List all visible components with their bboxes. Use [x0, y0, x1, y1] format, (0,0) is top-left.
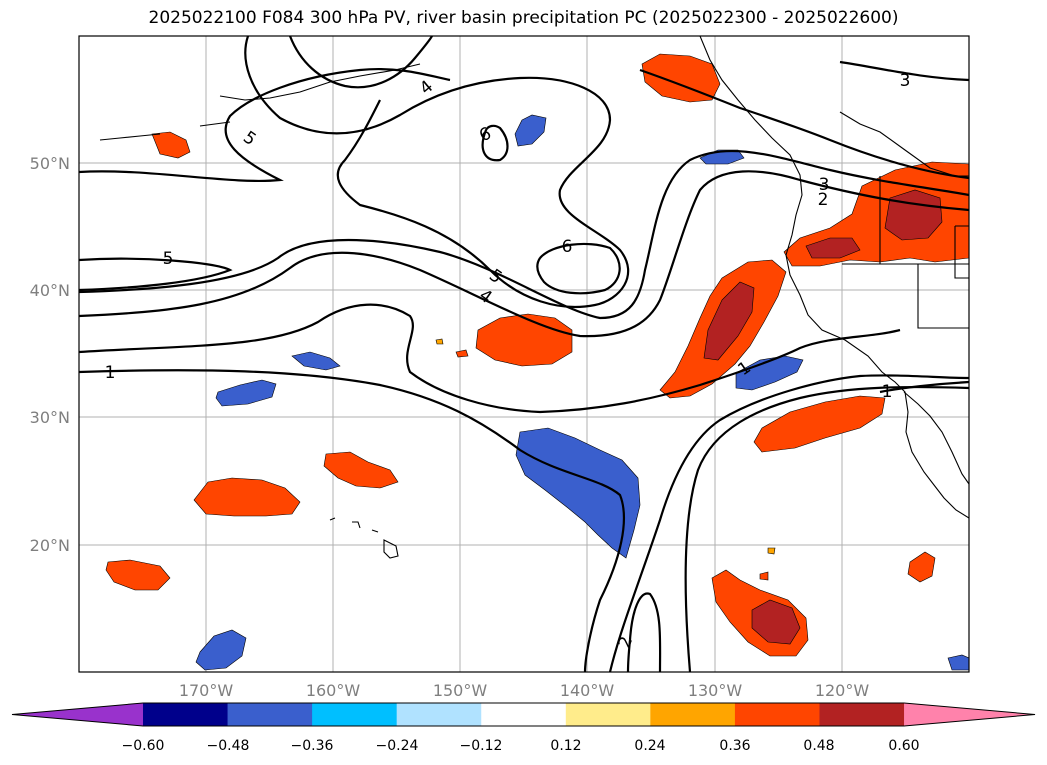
colorbar-tick: −0.24: [376, 738, 419, 754]
contour-label: 3: [819, 175, 830, 195]
negative-region: [195, 629, 247, 671]
negative-region: [515, 427, 641, 559]
positive-region: [751, 599, 801, 645]
colorbar-tick: 0.60: [888, 738, 919, 754]
colorbar-bin: [481, 703, 567, 726]
pv-contour: [839, 60, 969, 82]
pv-contour: [79, 257, 233, 292]
pv-contour: [684, 385, 969, 672]
positive-region: [805, 237, 861, 259]
colorbar-tick: −0.12: [460, 738, 503, 754]
positive-region: [767, 547, 776, 555]
positive-region: [193, 477, 301, 517]
pv-contour: [244, 36, 630, 309]
map-title: 2025022100 F084 300 hPa PV, river basin …: [148, 8, 899, 28]
colorbar-bin: [143, 703, 229, 726]
pv-contour: [288, 36, 433, 89]
negative-region: [291, 351, 341, 371]
colorbar-tick: −0.60: [122, 738, 165, 754]
colorbar-bin: [312, 703, 398, 726]
colorbar-bin: [396, 703, 482, 726]
contour-label: 1: [105, 363, 116, 383]
contour-label: 3: [900, 71, 911, 91]
colorbar-ticks: −0.60 −0.48 −0.36 −0.24 −0.12 0.12 0.24 …: [122, 738, 920, 754]
positive-region: [753, 395, 886, 453]
pv-contour: [608, 374, 969, 672]
lat-tick: 50°N: [30, 154, 70, 173]
colorbar-outline: [11, 702, 1036, 727]
lat-tick: 30°N: [30, 408, 70, 427]
pv-contour: [536, 242, 621, 295]
colorbar-bin: [227, 703, 313, 726]
positive-region: [323, 451, 399, 489]
negative-pc-regions: [195, 114, 969, 671]
colorbar-tick: 0.24: [634, 738, 665, 754]
contour-label: 1: [882, 382, 893, 402]
negative-region: [735, 355, 804, 391]
contour-label: 5: [163, 249, 174, 269]
latitude-ticks: 50°N 40°N 30°N 20°N: [30, 154, 70, 555]
lon-tick: 170°W: [179, 681, 234, 700]
negative-region: [947, 654, 969, 671]
colorbar-tick: 0.12: [550, 738, 581, 754]
colorbar-tick: −0.36: [291, 738, 334, 754]
longitude-ticks: 170°W 160°W 150°W 140°W 130°W 120°W: [179, 681, 870, 700]
positive-region: [759, 571, 769, 581]
pv-contour: [79, 149, 969, 320]
pv-contour: [879, 380, 969, 394]
positive-region: [105, 559, 171, 591]
colorbar-bin: [819, 703, 905, 726]
positive-region: [151, 131, 191, 159]
positive-region: [435, 338, 444, 345]
lon-tick: 160°W: [306, 681, 361, 700]
positive-region: [641, 53, 721, 103]
positive-region: [907, 551, 936, 583]
lat-tick: 20°N: [30, 536, 70, 555]
lon-tick: 150°W: [433, 681, 488, 700]
lat-tick: 40°N: [30, 281, 70, 300]
colorbar-bin: [650, 703, 736, 726]
contour-label: 2: [818, 190, 829, 210]
positive-region: [703, 281, 755, 361]
colorbar-tick: 0.36: [719, 738, 750, 754]
colorbar-tick: 0.48: [803, 738, 834, 754]
colorbar-tick: −0.48: [207, 738, 250, 754]
positive-region: [455, 349, 469, 358]
pv-contour: [79, 170, 969, 338]
positive-pc-regions: [105, 53, 969, 657]
lon-tick: 140°W: [560, 681, 615, 700]
map-frame: [78, 35, 970, 673]
colorbar-bin: [734, 703, 820, 726]
negative-region: [215, 379, 277, 407]
colorbar-bin: [904, 703, 1036, 726]
contour-label: 6: [562, 237, 573, 257]
positive-region: [884, 189, 943, 241]
lon-tick: 120°W: [815, 681, 870, 700]
pv-contour: [79, 303, 901, 414]
pv-contours: [79, 36, 969, 672]
colorbar-bin: [12, 703, 143, 726]
pv-contour: [79, 68, 451, 183]
colorbar-bin: [565, 703, 651, 726]
negative-region: [514, 114, 547, 147]
pv-contour: [481, 124, 509, 162]
colorbar: [11, 702, 1036, 727]
pv-contour: [639, 68, 969, 180]
lon-tick: 130°W: [688, 681, 743, 700]
pv-contour: [626, 592, 662, 672]
pv-contour: [79, 369, 626, 672]
